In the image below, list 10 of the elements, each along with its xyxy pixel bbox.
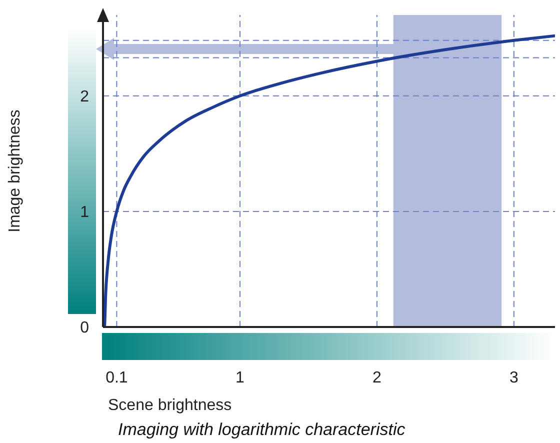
text: Imaging with logarithmic characteristic (118, 420, 406, 440)
y-tick-label: 0 (80, 320, 90, 337)
y-tick-label: 1 (80, 204, 90, 222)
x-tick-label: 3 (509, 369, 518, 386)
x-tick-label: 2 (372, 369, 382, 386)
x-tick-label: 0.1 (106, 369, 128, 386)
x-axis-title: Scene brightness (108, 397, 232, 415)
x-tick-label: 1 (236, 369, 245, 386)
y-tick-label: 2 (80, 88, 90, 106)
y-axis-title: Image brightness (6, 110, 24, 232)
